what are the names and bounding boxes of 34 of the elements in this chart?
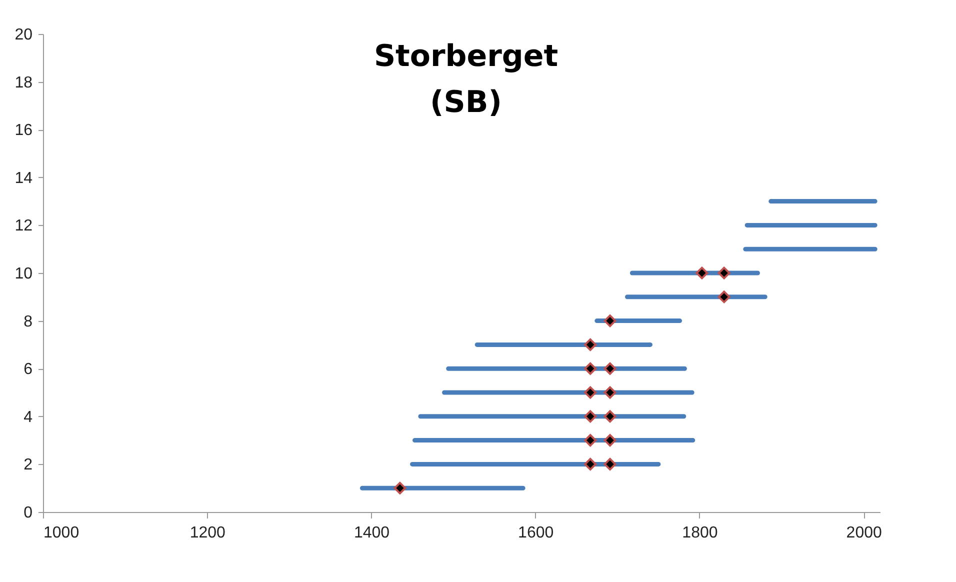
point [604, 386, 616, 399]
point [584, 362, 597, 375]
point [604, 458, 616, 470]
point [584, 434, 597, 447]
y-tick-label: 18 [14, 74, 33, 92]
point [584, 458, 597, 470]
point [718, 266, 730, 280]
point [604, 434, 616, 447]
y-tick-label: 20 [14, 26, 33, 44]
y-tick-label: 12 [14, 218, 33, 235]
point [584, 386, 597, 399]
y-tick-label: 14 [14, 170, 33, 187]
y-tick-label: 0 [24, 504, 33, 522]
x-tick-label: 1600 [518, 524, 554, 542]
x-tick-label: 1000 [44, 524, 80, 542]
x-tick-label: 2000 [846, 524, 882, 542]
point [604, 410, 616, 423]
point [584, 338, 597, 351]
y-tick-label: 8 [24, 313, 33, 330]
x-tick-label: 1200 [190, 524, 226, 542]
x-tick-label: 1400 [354, 524, 390, 542]
y-tick-label: 2 [24, 456, 33, 474]
point [584, 410, 597, 423]
point [604, 314, 616, 328]
y-tick-label: 10 [14, 266, 33, 282]
y-tick-label: 4 [24, 408, 33, 426]
point [394, 482, 406, 494]
y-tick-label: 16 [14, 122, 33, 140]
point [696, 266, 708, 280]
x-tick-label: 1800 [682, 524, 718, 542]
point [604, 362, 616, 375]
point [718, 290, 730, 304]
text: Storberget (SB) [374, 39, 558, 120]
y-tick-label: 6 [24, 361, 33, 378]
